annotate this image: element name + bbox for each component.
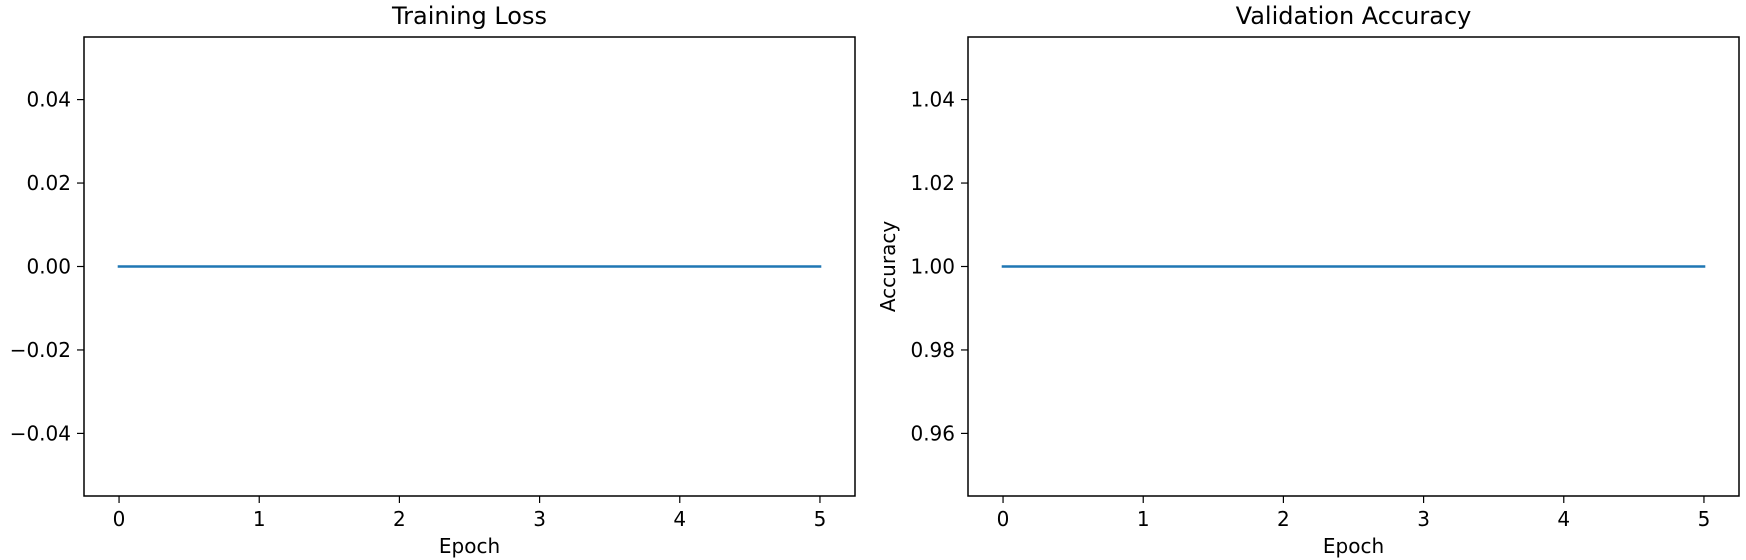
validation-accuracy-x-tick-label: 2 bbox=[1277, 507, 1290, 531]
validation-accuracy-x-tick-label: 3 bbox=[1417, 507, 1430, 531]
validation-accuracy-chart-title: Validation Accuracy bbox=[1236, 2, 1472, 30]
training-loss-y-tick-label: −0.02 bbox=[10, 338, 71, 362]
validation-accuracy-y-tick-label: 1.04 bbox=[910, 88, 955, 112]
training-loss-y-tick-label: 0.02 bbox=[26, 171, 71, 195]
training-loss-x-tick-label: 2 bbox=[393, 507, 406, 531]
training-loss-x-tick-label: 5 bbox=[814, 507, 827, 531]
training-loss-chart-title: Training Loss bbox=[391, 2, 547, 30]
training-loss-x-tick-label: 4 bbox=[673, 507, 686, 531]
training-loss-y-tick-label: 0.00 bbox=[26, 255, 71, 279]
validation-accuracy-y-tick-label: 0.96 bbox=[910, 421, 955, 445]
validation-accuracy-panel: 0 1 2 3 4 5 0.96 0.98 1.00 1.02 1.04 Validation Acc… bbox=[876, 2, 1740, 558]
validation-accuracy-x-tick-label: 0 bbox=[997, 507, 1010, 531]
validation-accuracy-y-axis-label: Accuracy bbox=[876, 221, 900, 312]
training-loss-x-tick-label: 3 bbox=[533, 507, 546, 531]
validation-accuracy-x-tick-label: 4 bbox=[1557, 507, 1570, 531]
training-loss-x-tick-label: 0 bbox=[113, 507, 126, 531]
training-loss-y-tick-label: −0.04 bbox=[10, 421, 71, 445]
training-loss-x-tick-label: 1 bbox=[253, 507, 266, 531]
validation-accuracy-y-tick-label: 1.02 bbox=[910, 171, 955, 195]
validation-accuracy-x-tick-label: 1 bbox=[1137, 507, 1150, 531]
validation-accuracy-y-tick-label: 1.00 bbox=[910, 255, 955, 279]
validation-accuracy-x-tick-label: 5 bbox=[1698, 507, 1711, 531]
training-loss-panel: 0 1 2 3 4 5 −0.04 −0.02 0.00 0.02 0.04 Training Los… bbox=[10, 2, 856, 558]
validation-accuracy-y-tick-label: 0.98 bbox=[910, 338, 955, 362]
training-loss-x-axis-label: Epoch bbox=[439, 534, 500, 558]
validation-accuracy-x-axis-label: Epoch bbox=[1323, 534, 1384, 558]
training-loss-y-tick-label: 0.04 bbox=[26, 88, 71, 112]
